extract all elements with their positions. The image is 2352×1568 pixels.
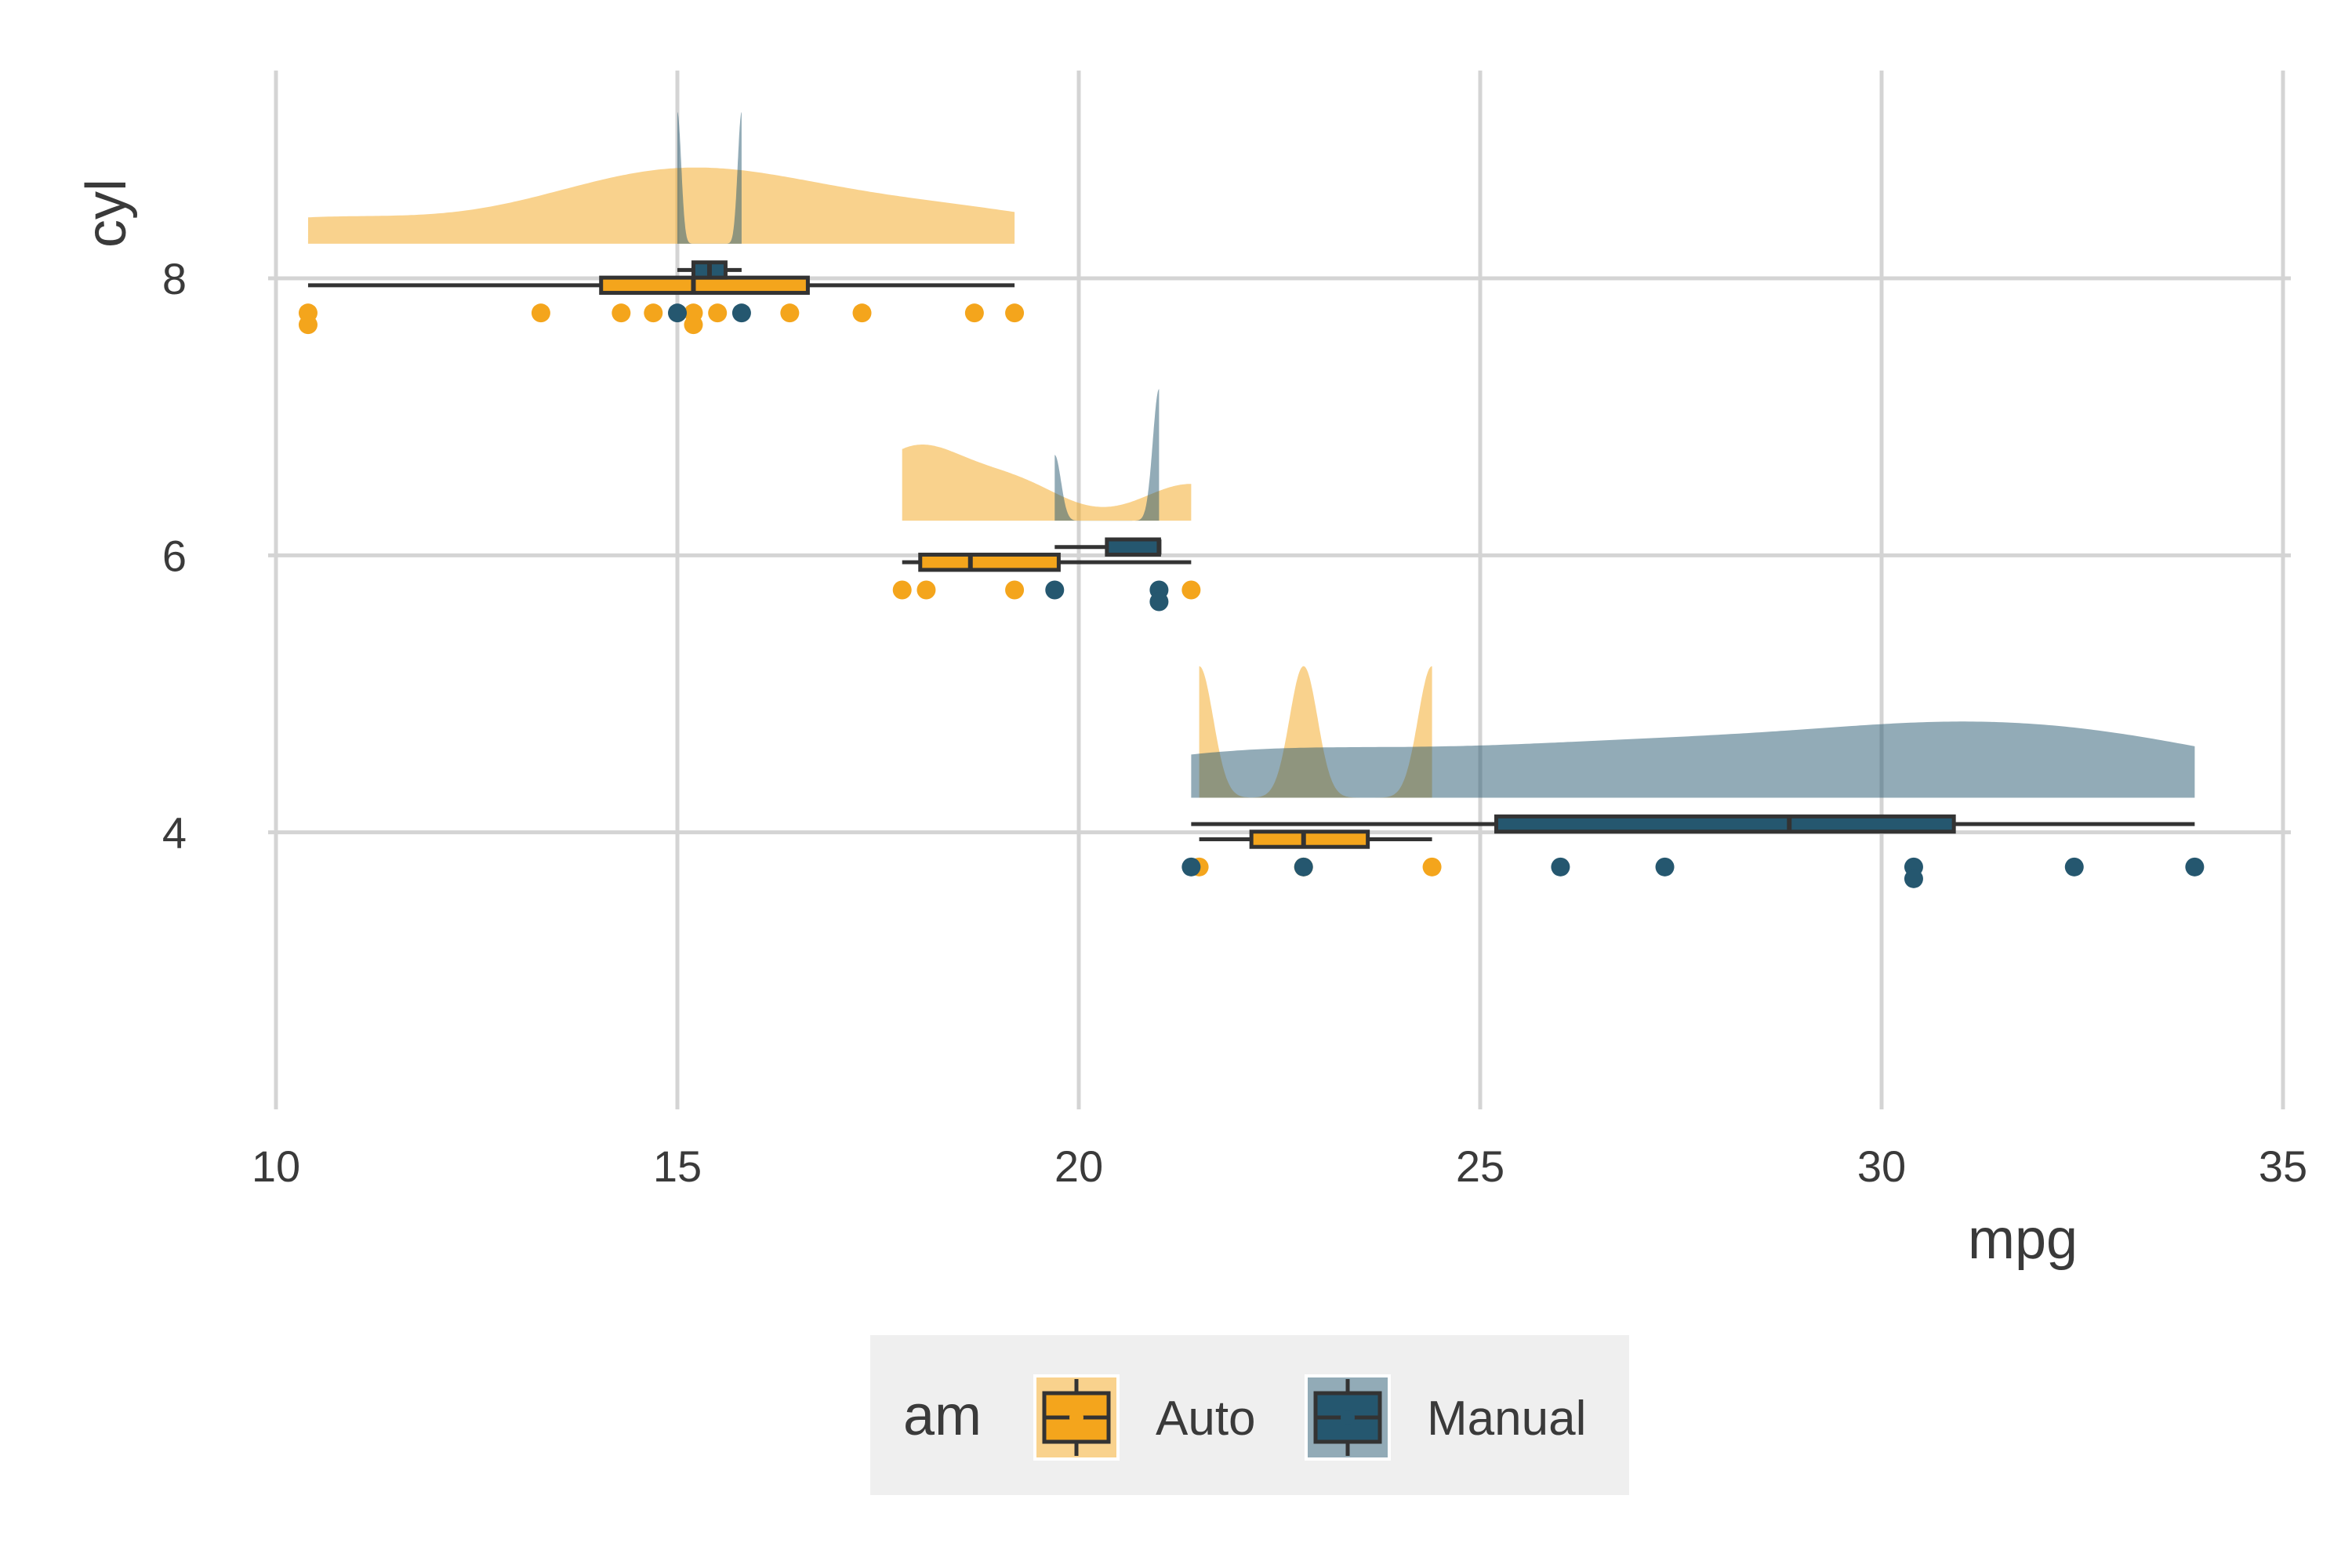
density-cloud-auto: [1199, 666, 1432, 798]
data-points: [298, 303, 2205, 888]
box-manual: [1494, 814, 1956, 834]
x-tick-label: 30: [1857, 1142, 1906, 1191]
y-tick-labels: 4 6 8: [162, 254, 187, 858]
point-auto: [1422, 857, 1442, 877]
density-cloud-manual: [1054, 389, 1160, 521]
point-manual: [1294, 857, 1313, 877]
box-manual: [1105, 537, 1161, 557]
point-auto: [964, 303, 984, 323]
box-auto: [599, 275, 810, 296]
density-clouds: [307, 112, 2195, 798]
point-manual: [1551, 857, 1570, 877]
legend-label-auto: Auto: [1156, 1392, 1256, 1446]
x-axis-title: mpg: [1968, 1208, 2078, 1271]
point-auto: [780, 303, 800, 323]
point-auto: [1181, 580, 1201, 600]
point-auto: [1005, 580, 1025, 600]
y-tick-label: 8: [162, 254, 187, 303]
legend-key-point: [1069, 1410, 1083, 1425]
density-cloud-manual: [677, 112, 742, 244]
point-manual: [731, 303, 751, 323]
point-auto: [612, 303, 631, 323]
x-tick-label: 10: [252, 1142, 300, 1191]
x-tick-label: 35: [2259, 1142, 2307, 1191]
x-tick-label: 15: [653, 1142, 702, 1191]
legend-background: [870, 1335, 1629, 1495]
y-tick-label: 6: [162, 531, 187, 580]
density-cloud-auto: [902, 445, 1192, 521]
point-auto: [644, 303, 663, 323]
point-manual: [1149, 592, 1169, 612]
point-auto: [916, 580, 936, 600]
y-tick-label: 4: [162, 808, 187, 858]
point-manual: [1655, 857, 1675, 877]
box-plots: [307, 260, 2195, 849]
box-auto: [1249, 829, 1370, 849]
point-manual: [1045, 580, 1065, 600]
legend: am Auto Manual: [870, 1335, 1629, 1495]
point-auto: [852, 303, 872, 323]
point-auto: [1005, 303, 1025, 323]
x-tick-labels: 10 15 20 25 30 35: [252, 1142, 2307, 1191]
x-tick-label: 20: [1054, 1142, 1103, 1191]
legend-key-point: [1341, 1410, 1355, 1425]
density-cloud-manual: [1191, 721, 2195, 798]
point-manual: [2064, 857, 2084, 877]
point-manual: [1904, 869, 1923, 888]
point-auto: [684, 315, 703, 335]
y-axis-title: cyl: [75, 179, 138, 248]
point-manual: [2185, 857, 2205, 877]
x-tick-label: 25: [1456, 1142, 1504, 1191]
point-auto: [708, 303, 728, 323]
point-auto: [892, 580, 912, 600]
density-cloud-auto: [307, 167, 1015, 244]
point-manual: [668, 303, 687, 323]
box-auto: [918, 552, 1061, 572]
point-auto: [531, 303, 550, 323]
legend-label-manual: Manual: [1427, 1392, 1586, 1446]
legend-title: am: [903, 1385, 982, 1447]
point-manual: [1181, 857, 1201, 877]
point-auto: [298, 315, 318, 335]
